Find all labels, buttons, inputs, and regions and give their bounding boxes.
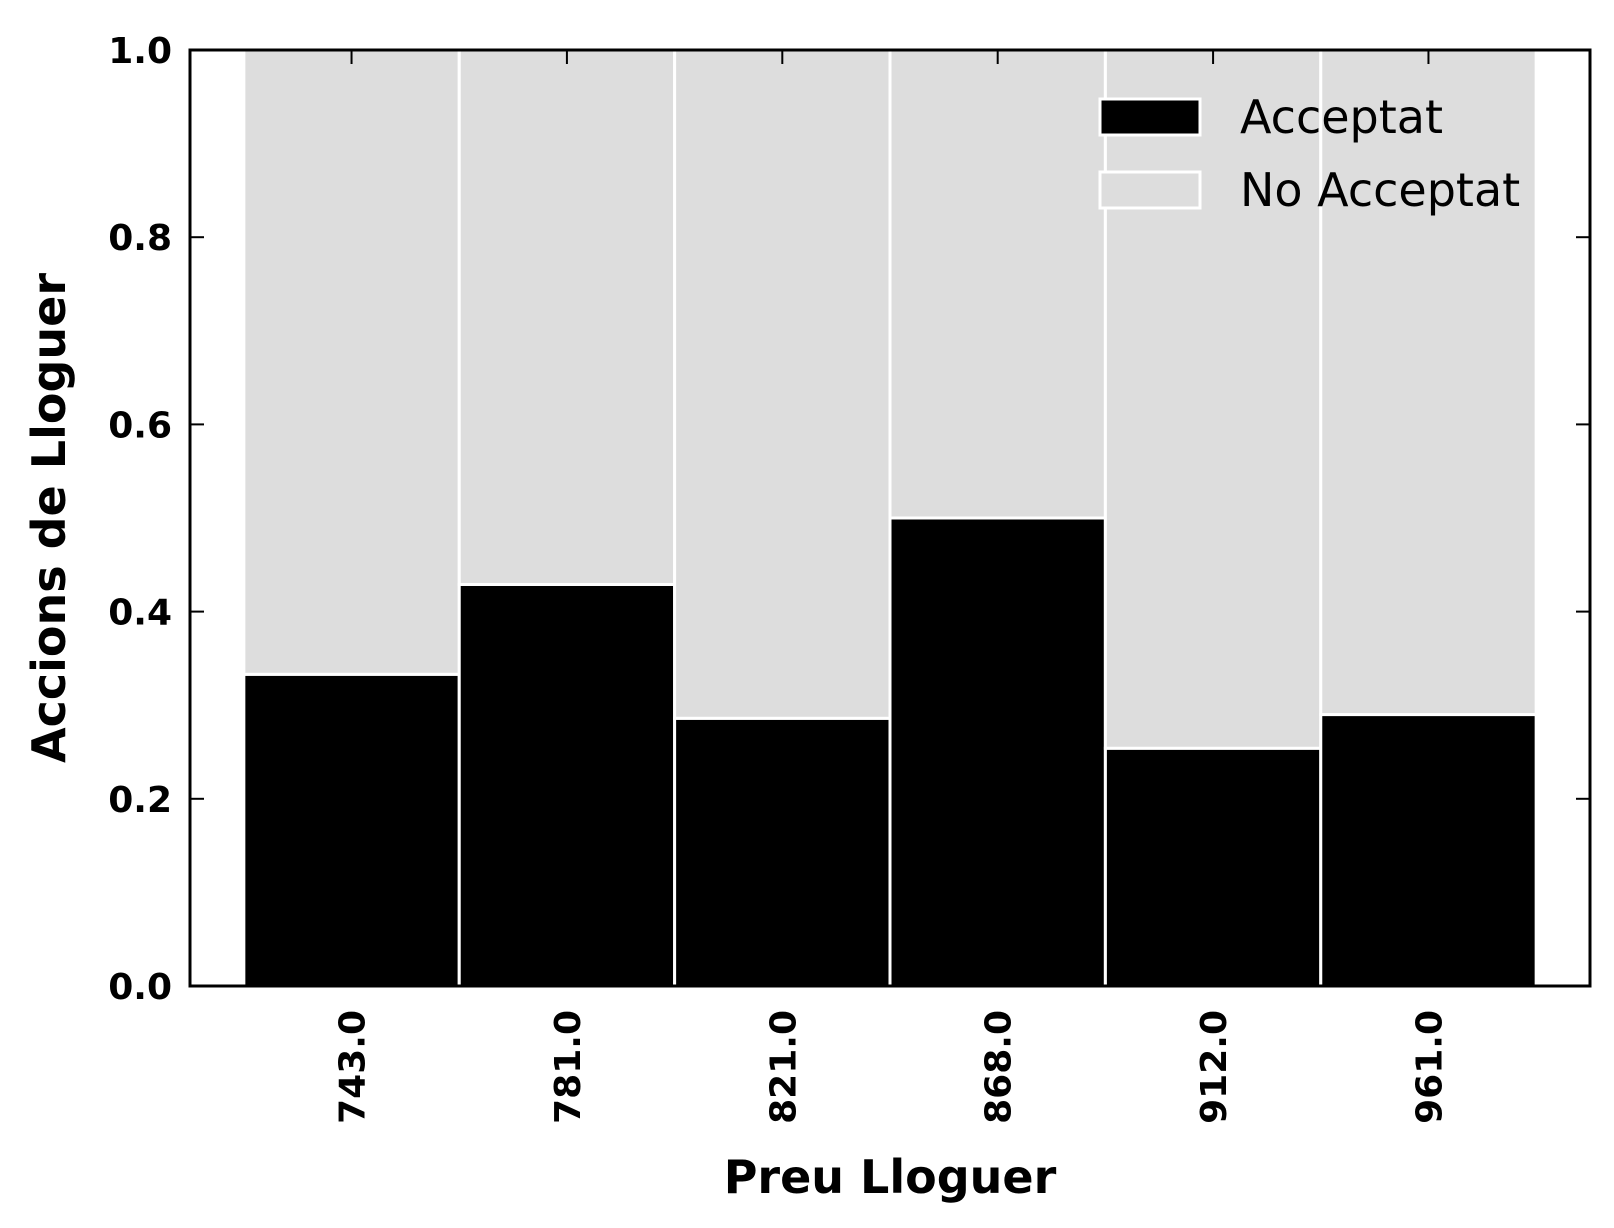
bar-acceptat-4 <box>1103 746 1323 988</box>
legend: Acceptat No Acceptat <box>1098 90 1520 217</box>
bar-acceptat-1 <box>457 582 677 988</box>
y-tick-label-3: 0.6 <box>108 405 172 446</box>
x-axis-title: Preu Lloguer <box>724 1150 1057 1204</box>
y-tick-label-5: 1.0 <box>108 31 172 72</box>
bar-no-acceptat-3 <box>888 48 1107 520</box>
bar-no-acceptat-4 <box>1103 48 1323 750</box>
x-tick-labels: 743.0 781.0 821.0 868.0 912.0 961.0 <box>333 1010 1451 1124</box>
bar-acceptat-2 <box>673 716 892 988</box>
bar-acceptat-5 <box>1319 713 1538 988</box>
y-axis-title: Accions de Lloguer <box>22 273 76 763</box>
y-tick-label-4: 0.8 <box>108 218 172 259</box>
x-tick-label-4: 912.0 <box>1194 1010 1235 1124</box>
bar-no-acceptat-1 <box>457 48 677 586</box>
plot-frame <box>188 48 1592 988</box>
y-tick-label-2: 0.4 <box>108 593 172 634</box>
y-tick-label-0: 0.0 <box>108 967 172 1008</box>
x-tick-label-3: 868.0 <box>979 1010 1020 1124</box>
legend-swatch-no-acceptat <box>1098 170 1202 210</box>
bar-acceptat-0 <box>242 672 461 988</box>
y-tick-labels: 0.0 0.2 0.4 0.6 0.8 1.0 <box>108 31 172 1008</box>
x-tick-label-5: 961.0 <box>1409 1010 1450 1124</box>
x-tick-label-0: 743.0 <box>333 1010 374 1124</box>
x-tick-label-2: 821.0 <box>763 1010 804 1124</box>
x-tick-label-1: 781.0 <box>548 1010 589 1124</box>
legend-label-no-acceptat: No Acceptat <box>1240 163 1520 217</box>
ticks-group <box>190 49 1590 987</box>
y-tick-label-1: 0.2 <box>108 780 172 821</box>
legend-swatch-acceptat <box>1098 97 1202 137</box>
bars-group <box>242 48 1538 988</box>
legend-label-acceptat: Acceptat <box>1240 90 1443 144</box>
bar-no-acceptat-2 <box>673 48 892 720</box>
bar-no-acceptat-5 <box>1319 48 1538 717</box>
bar-acceptat-3 <box>888 516 1107 988</box>
bar-no-acceptat-0 <box>242 48 461 676</box>
